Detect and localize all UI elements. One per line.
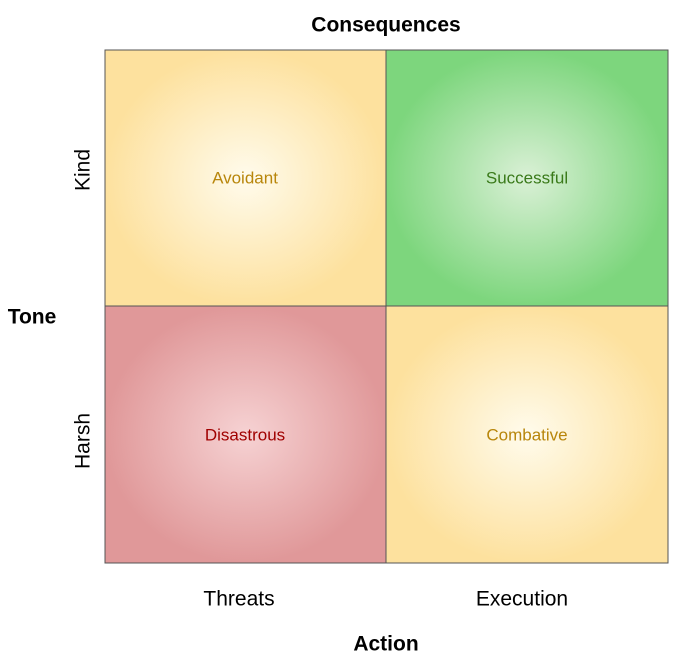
row-label: Harsh [72, 413, 95, 469]
quadrant [385, 305, 669, 564]
quadrant [104, 305, 387, 564]
x-axis-label: Action [353, 633, 418, 656]
quadrant [104, 49, 387, 307]
cell-label: Successful [486, 168, 568, 187]
y-axis-label: Tone [8, 306, 57, 329]
quadrant [385, 49, 669, 307]
column-label: Execution [476, 588, 568, 611]
column-label: Threats [203, 588, 274, 611]
title: Consequences [311, 14, 460, 37]
cell-label: Disastrous [205, 425, 285, 444]
row-label: Kind [72, 149, 95, 191]
cell-label: Avoidant [212, 168, 278, 187]
cell-label: Combative [486, 425, 567, 444]
